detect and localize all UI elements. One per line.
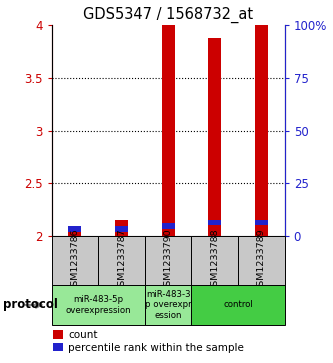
Text: miR-483-3
p overexpr
ession: miR-483-3 p overexpr ession xyxy=(145,290,191,320)
Title: GDS5347 / 1568732_at: GDS5347 / 1568732_at xyxy=(83,7,253,23)
Bar xyxy=(255,25,268,236)
Bar xyxy=(52,236,98,285)
Bar xyxy=(208,220,221,225)
Text: control: control xyxy=(223,301,253,309)
Bar xyxy=(191,285,285,325)
Legend: count, percentile rank within the sample: count, percentile rank within the sample xyxy=(54,330,244,353)
Text: GSM1233788: GSM1233788 xyxy=(210,229,219,292)
Bar xyxy=(145,236,191,285)
Bar xyxy=(115,226,128,232)
Bar xyxy=(238,236,285,285)
Bar xyxy=(145,285,191,325)
Bar xyxy=(68,226,82,232)
Bar xyxy=(52,285,145,325)
Bar xyxy=(162,223,175,229)
Bar xyxy=(98,236,145,285)
Bar xyxy=(208,38,221,236)
Bar xyxy=(162,25,175,236)
Bar xyxy=(68,231,82,236)
Bar xyxy=(191,236,238,285)
Text: GSM1233789: GSM1233789 xyxy=(257,229,266,292)
Text: miR-483-5p
overexpression: miR-483-5p overexpression xyxy=(65,295,131,315)
Text: GSM1233787: GSM1233787 xyxy=(117,229,126,292)
Bar xyxy=(115,220,128,236)
Text: GSM1233786: GSM1233786 xyxy=(70,229,80,292)
Text: protocol: protocol xyxy=(3,298,58,311)
Bar xyxy=(255,220,268,225)
Text: GSM1233790: GSM1233790 xyxy=(164,229,173,292)
